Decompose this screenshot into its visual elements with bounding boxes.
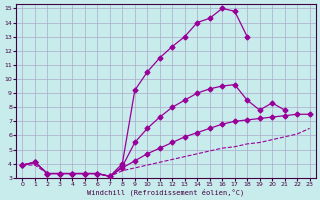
X-axis label: Windchill (Refroidissement éolien,°C): Windchill (Refroidissement éolien,°C) xyxy=(87,188,245,196)
